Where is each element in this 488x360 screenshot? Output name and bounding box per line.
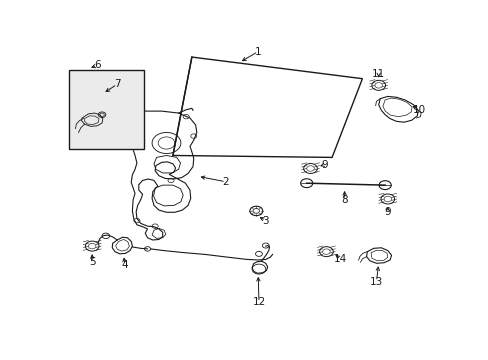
Bar bbox=[69, 69, 144, 149]
Text: 5: 5 bbox=[89, 257, 95, 267]
Text: 7: 7 bbox=[114, 79, 120, 89]
Text: 4: 4 bbox=[121, 260, 128, 270]
Text: 11: 11 bbox=[371, 69, 385, 79]
Text: 9: 9 bbox=[384, 207, 390, 217]
Text: 13: 13 bbox=[369, 276, 382, 287]
Text: 8: 8 bbox=[341, 195, 347, 205]
Text: 6: 6 bbox=[94, 60, 100, 70]
Text: 9: 9 bbox=[321, 159, 327, 170]
Text: 12: 12 bbox=[252, 297, 265, 307]
Text: 1: 1 bbox=[254, 46, 261, 57]
Text: 2: 2 bbox=[222, 177, 229, 187]
Text: 10: 10 bbox=[412, 105, 425, 115]
Text: 14: 14 bbox=[333, 255, 346, 264]
Text: 3: 3 bbox=[262, 216, 268, 226]
